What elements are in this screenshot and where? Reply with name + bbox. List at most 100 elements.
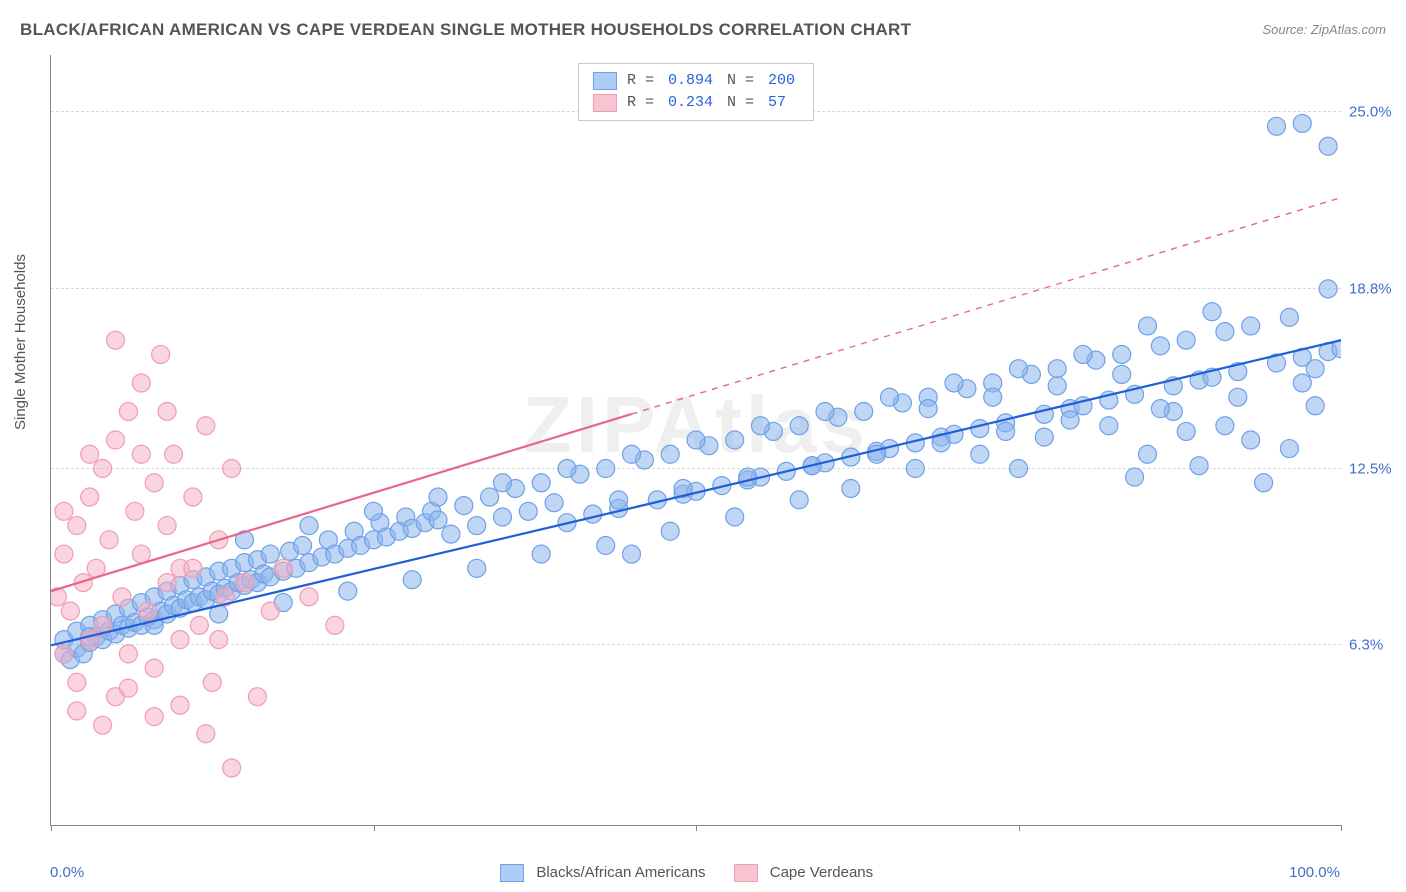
scatter-point: [119, 402, 137, 420]
scatter-point: [623, 545, 641, 563]
scatter-point: [842, 479, 860, 497]
xtick: [374, 825, 375, 831]
scatter-point: [132, 374, 150, 392]
scatter-point: [1010, 360, 1028, 378]
plot-area: ZIPAtlas 6.3% 12.5% 18.8% 25.0% R = 0.89…: [50, 55, 1341, 826]
scatter-point: [107, 331, 125, 349]
scatter-point: [661, 445, 679, 463]
scatter-point: [532, 545, 550, 563]
scatter-point: [365, 502, 383, 520]
scatter-point: [139, 602, 157, 620]
scatter-point: [468, 517, 486, 535]
scatter-point: [1242, 317, 1260, 335]
scatter-point: [1229, 388, 1247, 406]
chart-container: BLACK/AFRICAN AMERICAN VS CAPE VERDEAN S…: [0, 0, 1406, 892]
scatter-point: [248, 688, 266, 706]
r-value: 0.234: [664, 92, 717, 114]
r-label: R =: [627, 70, 654, 92]
ytick-label: 25.0%: [1349, 104, 1406, 121]
scatter-point: [1177, 422, 1195, 440]
legend-item: Blacks/African Americans: [500, 864, 705, 882]
scatter-point: [145, 474, 163, 492]
scatter-point: [126, 502, 144, 520]
scatter-point: [145, 659, 163, 677]
legend-swatch-icon: [593, 94, 617, 112]
legend-correlation: R = 0.894 N = 200 R = 0.234 N = 57: [578, 63, 814, 121]
scatter-point: [752, 417, 770, 435]
scatter-point: [519, 502, 537, 520]
scatter-point: [790, 417, 808, 435]
scatter-svg: [51, 55, 1341, 825]
scatter-point: [223, 759, 241, 777]
scatter-point: [55, 502, 73, 520]
source-label: Source: ZipAtlas.com: [1262, 22, 1386, 37]
scatter-point: [119, 645, 137, 663]
scatter-point: [81, 445, 99, 463]
scatter-point: [100, 531, 118, 549]
scatter-point: [107, 431, 125, 449]
n-label: N =: [727, 92, 754, 114]
scatter-point: [906, 460, 924, 478]
scatter-point: [1177, 331, 1195, 349]
scatter-point: [1293, 114, 1311, 132]
n-value: 200: [764, 70, 799, 92]
scatter-point: [68, 702, 86, 720]
scatter-point: [1306, 360, 1324, 378]
scatter-point: [790, 491, 808, 509]
scatter-point: [81, 488, 99, 506]
scatter-point: [223, 460, 241, 478]
scatter-point: [55, 545, 73, 563]
legend-item-label: Blacks/African Americans: [536, 864, 705, 881]
scatter-point: [132, 445, 150, 463]
legend-swatch-icon: [500, 864, 524, 882]
scatter-point: [623, 445, 641, 463]
scatter-point: [1216, 417, 1234, 435]
scatter-point: [300, 588, 318, 606]
xtick: [1019, 825, 1020, 831]
scatter-point: [661, 522, 679, 540]
scatter-point: [1139, 317, 1157, 335]
scatter-point: [1190, 457, 1208, 475]
scatter-point: [236, 574, 254, 592]
scatter-point: [1255, 474, 1273, 492]
scatter-point: [1319, 280, 1337, 298]
scatter-point: [532, 474, 550, 492]
n-label: N =: [727, 70, 754, 92]
scatter-point: [197, 417, 215, 435]
scatter-point: [997, 422, 1015, 440]
scatter-point: [584, 505, 602, 523]
legend-swatch-icon: [734, 864, 758, 882]
scatter-point: [1113, 365, 1131, 383]
scatter-point: [429, 511, 447, 529]
scatter-point: [1268, 117, 1286, 135]
scatter-point: [919, 400, 937, 418]
scatter-point: [494, 474, 512, 492]
scatter-point: [1048, 360, 1066, 378]
scatter-point: [945, 374, 963, 392]
ytick-label: 18.8%: [1349, 280, 1406, 297]
scatter-point: [326, 616, 344, 634]
scatter-point: [171, 696, 189, 714]
scatter-point: [1280, 440, 1298, 458]
scatter-point: [190, 616, 208, 634]
scatter-point: [119, 679, 137, 697]
scatter-point: [726, 508, 744, 526]
ytick-label: 12.5%: [1349, 460, 1406, 477]
chart-title: BLACK/AFRICAN AMERICAN VS CAPE VERDEAN S…: [20, 20, 911, 40]
xtick: [696, 825, 697, 831]
scatter-point: [152, 345, 170, 363]
legend-swatch-icon: [593, 72, 617, 90]
scatter-point: [81, 631, 99, 649]
scatter-point: [726, 431, 744, 449]
scatter-point: [61, 602, 79, 620]
scatter-point: [55, 645, 73, 663]
scatter-point: [1242, 431, 1260, 449]
scatter-point: [429, 488, 447, 506]
scatter-point: [881, 388, 899, 406]
scatter-point: [739, 468, 757, 486]
scatter-point: [558, 460, 576, 478]
legend-bottom: 0.0% Blacks/African Americans Cape Verde…: [50, 864, 1340, 882]
r-label: R =: [627, 92, 654, 114]
scatter-point: [261, 602, 279, 620]
scatter-point: [94, 460, 112, 478]
